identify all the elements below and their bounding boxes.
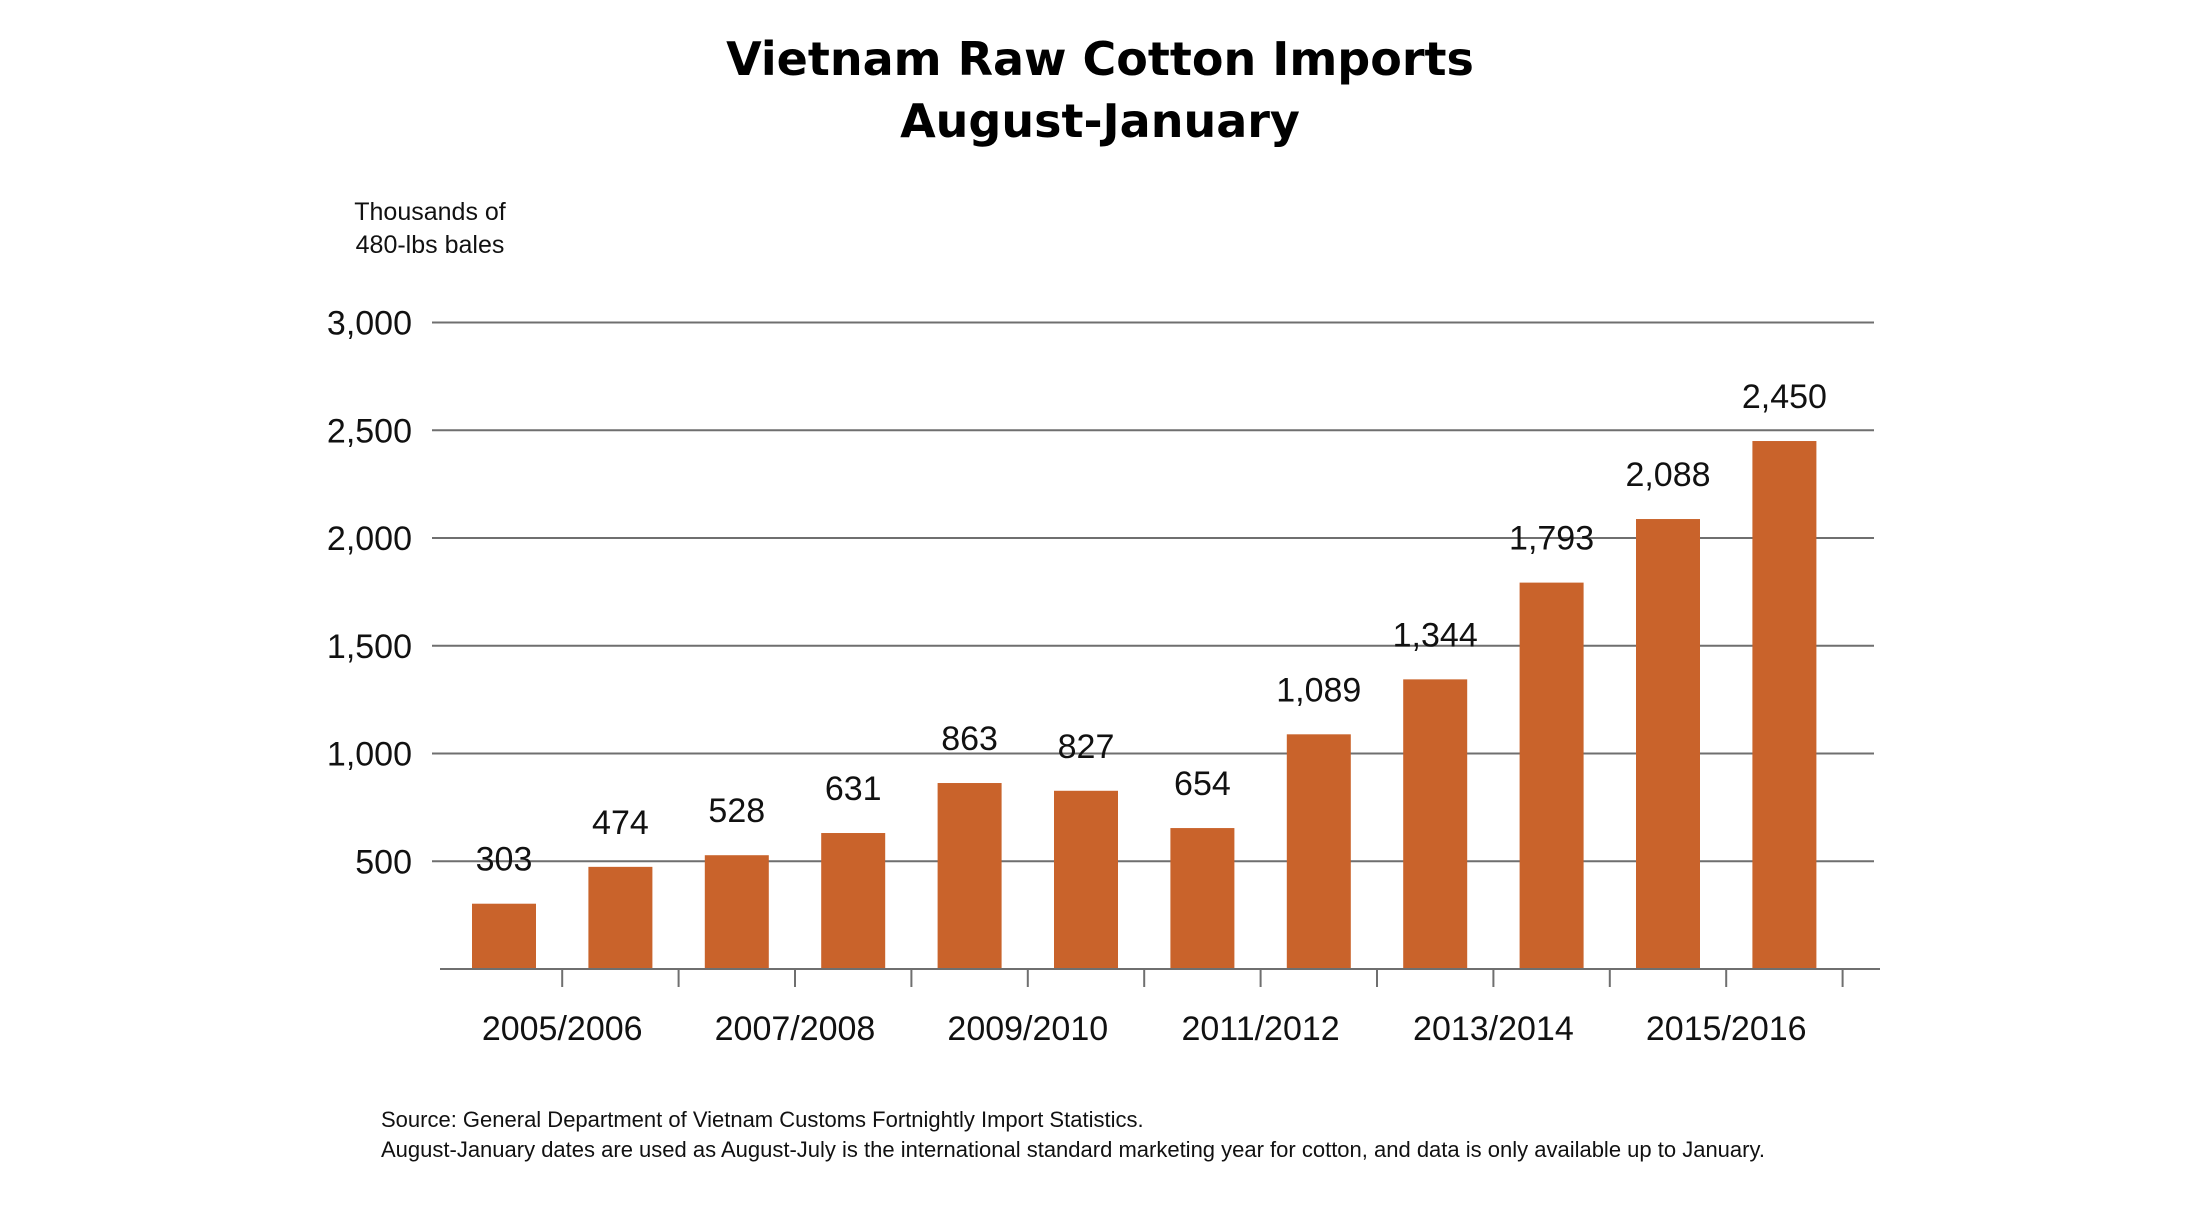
chart-title: Vietnam Raw Cotton Imports — [726, 32, 1474, 86]
bar-value-label: 631 — [825, 770, 882, 808]
source-line-1: Source: General Department of Vietnam Cu… — [381, 1107, 1144, 1132]
bar-value-label: 863 — [941, 720, 998, 758]
bar — [1286, 734, 1351, 969]
bar — [1519, 582, 1584, 969]
data-labels: 303 474 528 631 863 827 654 1,089 1,344 1,793 2,08… — [476, 378, 1827, 879]
y-axis-unit-line-2: 480-lbs bales — [355, 231, 505, 259]
bar-value-label: 2,088 — [1625, 456, 1710, 494]
y-tick-label: 1,500 — [327, 628, 412, 666]
bar — [1636, 519, 1700, 969]
x-tick-label: 2007/2008 — [715, 1010, 876, 1048]
y-tick-label: 2,500 — [327, 412, 412, 450]
source-note: Source: General Department of Vietnam Cu… — [381, 1105, 1765, 1165]
y-axis-unit-line-1: Thousands of — [354, 198, 506, 226]
y-tick-label: 2,000 — [327, 520, 412, 558]
bar-value-label: 1,089 — [1276, 671, 1361, 709]
bar — [588, 866, 653, 969]
bar — [1170, 828, 1235, 969]
bar — [1403, 679, 1468, 969]
bar — [1752, 441, 1817, 969]
bar — [472, 903, 536, 969]
x-tick-label: 2015/2016 — [1646, 1010, 1807, 1048]
y-tick-label: 500 — [355, 843, 412, 881]
bars — [472, 441, 1817, 969]
x-axis — [440, 968, 1880, 987]
y-axis-unit-label: Thousands of 480-lbs bales — [330, 196, 530, 262]
x-tick-label: 2005/2006 — [482, 1010, 643, 1048]
bar-value-label: 654 — [1174, 765, 1231, 803]
x-tick-label: 2011/2012 — [1181, 1010, 1339, 1048]
bar-value-label: 1,793 — [1509, 520, 1594, 558]
x-tick-label: 2009/2010 — [947, 1010, 1108, 1048]
bar — [821, 833, 886, 969]
bar-value-label: 827 — [1058, 728, 1115, 766]
bar-value-label: 303 — [476, 841, 533, 879]
y-axis-tick-labels: 500 1,000 1,500 2,000 2,500 3,000 — [327, 305, 412, 882]
bar — [937, 783, 1002, 969]
y-tick-label: 3,000 — [327, 305, 412, 343]
bar-value-label: 528 — [708, 792, 765, 830]
bar — [704, 855, 769, 969]
chart-title-block: Vietnam Raw Cotton Imports August-Januar… — [0, 28, 2200, 152]
bar-value-label: 474 — [592, 804, 649, 842]
y-tick-label: 1,000 — [327, 736, 412, 774]
bar-value-label: 1,344 — [1393, 616, 1478, 654]
chart-subtitle: August-January — [900, 94, 1300, 148]
gridlines — [432, 321, 1874, 863]
source-line-2: August-January dates are used as August-… — [381, 1137, 1765, 1162]
x-axis-tick-labels: 2005/2006 2007/2008 2009/2010 2011/2012 2013… — [482, 1010, 1807, 1048]
bar — [1054, 790, 1118, 969]
x-tick-label: 2013/2014 — [1413, 1010, 1574, 1048]
bar-value-label: 2,450 — [1742, 378, 1827, 416]
